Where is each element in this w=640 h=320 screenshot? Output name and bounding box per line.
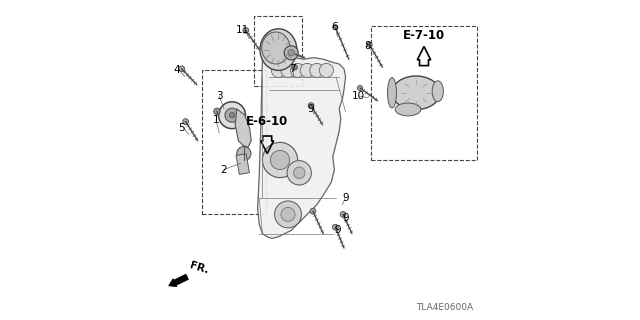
Text: 11: 11 [236, 25, 249, 36]
Circle shape [288, 50, 294, 56]
Polygon shape [258, 53, 346, 238]
Circle shape [308, 103, 314, 108]
Circle shape [367, 42, 372, 47]
Circle shape [287, 161, 312, 185]
Text: 4: 4 [173, 65, 180, 76]
Text: 9: 9 [342, 212, 349, 223]
Text: 9: 9 [334, 225, 341, 236]
Text: 3: 3 [216, 91, 223, 101]
Circle shape [291, 63, 305, 77]
Circle shape [214, 108, 220, 115]
Circle shape [270, 150, 290, 170]
Circle shape [293, 167, 305, 179]
Circle shape [275, 201, 301, 228]
Circle shape [300, 63, 314, 77]
Text: 2: 2 [221, 164, 227, 175]
Bar [236, 154, 250, 174]
Circle shape [284, 46, 298, 60]
Text: 8: 8 [365, 41, 371, 52]
Circle shape [310, 208, 316, 214]
FancyArrow shape [169, 274, 188, 287]
Text: E-6-10: E-6-10 [246, 115, 289, 128]
Ellipse shape [262, 32, 290, 64]
Text: FR.: FR. [189, 260, 211, 275]
Text: TLA4E0600A: TLA4E0600A [417, 303, 474, 312]
Circle shape [281, 63, 295, 77]
Ellipse shape [432, 81, 444, 102]
Circle shape [237, 147, 251, 161]
Circle shape [183, 119, 188, 124]
Circle shape [292, 64, 297, 70]
Circle shape [357, 85, 362, 91]
Text: 9: 9 [307, 104, 314, 114]
Circle shape [340, 212, 346, 217]
Ellipse shape [388, 78, 397, 108]
Circle shape [319, 63, 333, 77]
Circle shape [262, 142, 298, 178]
Circle shape [333, 25, 338, 30]
Circle shape [243, 28, 248, 33]
Polygon shape [236, 109, 251, 147]
Text: E-7-10: E-7-10 [403, 29, 445, 42]
Circle shape [281, 207, 295, 221]
Circle shape [310, 63, 324, 77]
Ellipse shape [260, 29, 297, 70]
Circle shape [333, 224, 339, 230]
Ellipse shape [392, 76, 440, 109]
Circle shape [271, 63, 285, 77]
Circle shape [230, 113, 235, 118]
Text: 6: 6 [331, 22, 338, 32]
Text: 10: 10 [352, 91, 365, 101]
Circle shape [219, 102, 246, 129]
Text: 9: 9 [342, 193, 349, 204]
Circle shape [179, 66, 184, 72]
Text: 5: 5 [179, 123, 185, 133]
Text: 1: 1 [212, 115, 220, 125]
Circle shape [225, 108, 239, 122]
Text: 7: 7 [289, 64, 296, 74]
Ellipse shape [396, 103, 421, 116]
